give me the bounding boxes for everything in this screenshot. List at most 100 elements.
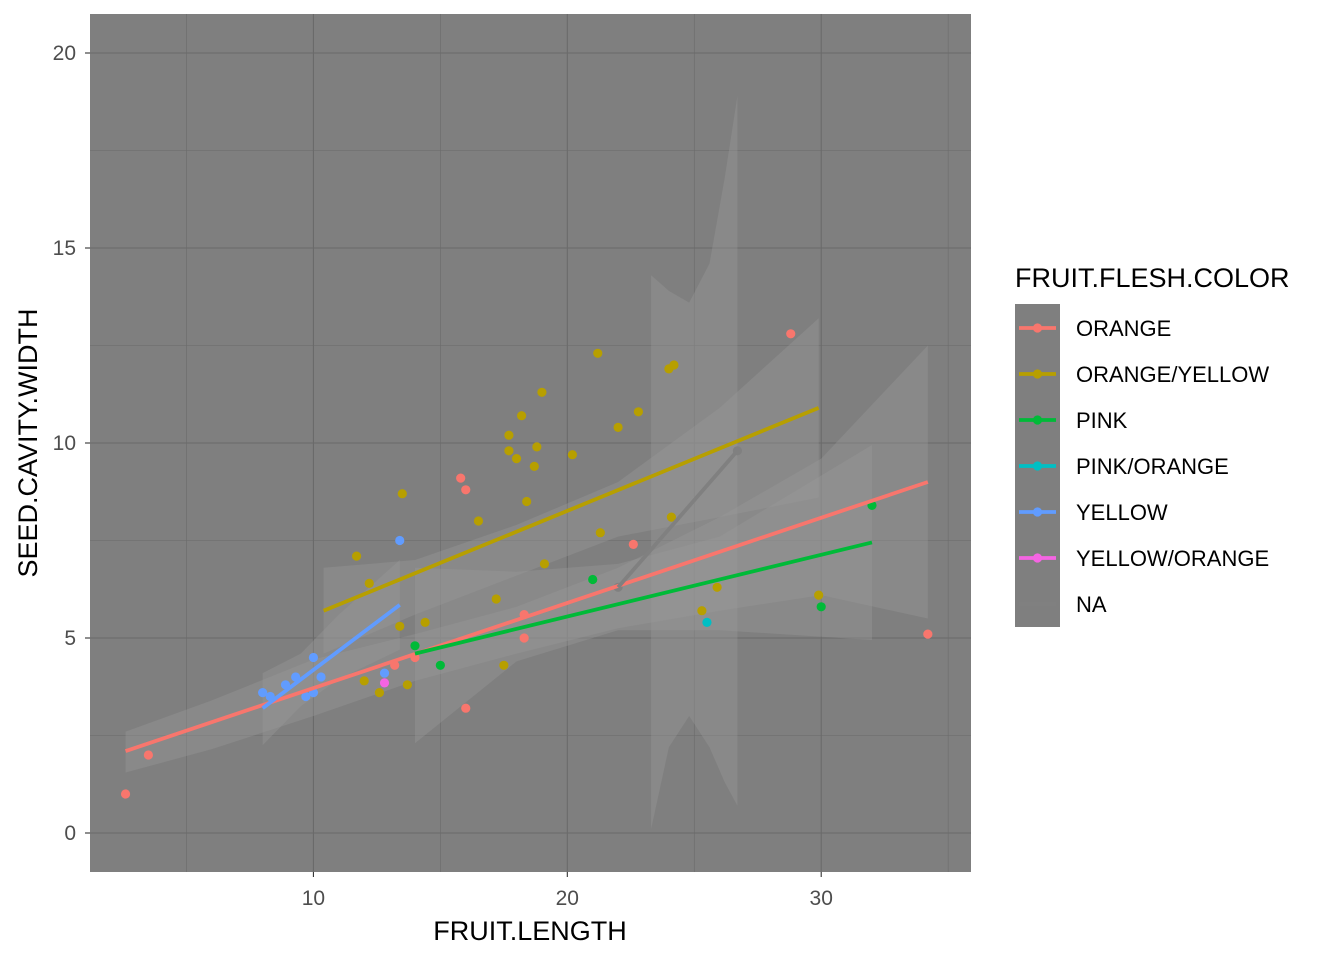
x-axis: 10 20 30 xyxy=(302,872,833,910)
legend-item-label: NA xyxy=(1076,592,1107,617)
legend-item: ORANGE/YELLOW xyxy=(1019,362,1269,387)
legend-key-point xyxy=(1032,415,1043,425)
point-orange xyxy=(461,703,471,713)
point-orange-yellow xyxy=(420,617,430,628)
confidence-band-pink xyxy=(414,444,872,744)
confidence-band-orange-yellow xyxy=(323,318,819,654)
point-orange xyxy=(120,789,131,799)
point-yellow xyxy=(395,535,405,546)
legend-item: NA xyxy=(1019,592,1107,617)
point-orange-yellow xyxy=(613,422,623,432)
point-orange xyxy=(923,629,933,639)
legend-item: ORANGE xyxy=(1019,316,1171,341)
confidence-band-na xyxy=(651,95,738,830)
point-orange-yellow xyxy=(595,528,605,538)
legend-key-point xyxy=(1032,369,1043,379)
point-orange-yellow xyxy=(359,676,369,686)
legend-key-point xyxy=(1032,507,1043,517)
confidence-band-yellow xyxy=(262,560,400,746)
point-orange xyxy=(519,633,529,643)
point-orange-yellow xyxy=(567,450,577,460)
point-orange-yellow xyxy=(593,348,603,358)
point-orange-yellow xyxy=(504,430,514,440)
y-tick-label: 0 xyxy=(64,822,76,845)
legend-item-label: PINK xyxy=(1076,408,1128,433)
point-yellow xyxy=(308,652,319,663)
trend-lines xyxy=(124,406,929,753)
legend: FRUIT.FLESH.COLOR ORANGE ORANGE/YELLOW PIN… xyxy=(1015,263,1290,627)
point-pink xyxy=(588,574,598,585)
point-pink xyxy=(435,660,445,670)
legend-item: YELLOW xyxy=(1019,500,1168,525)
legend-item: YELLOW/ORANGE xyxy=(1019,546,1269,571)
legend-key-point xyxy=(1032,461,1043,471)
legend-title: FRUIT.FLESH.COLOR xyxy=(1015,263,1290,293)
point-pink xyxy=(816,602,826,612)
x-axis-title: FRUIT.LENGTH xyxy=(433,916,627,946)
point-orange-yellow xyxy=(473,516,484,526)
point-orange-yellow xyxy=(532,442,542,452)
point-yellow xyxy=(316,672,326,682)
point-yellow xyxy=(301,691,311,702)
point-orange-yellow xyxy=(395,621,405,631)
point-yellow xyxy=(258,688,268,698)
point-yellow-orange xyxy=(379,678,390,688)
trend-line-yellow xyxy=(261,603,401,710)
x-tick-label: 10 xyxy=(302,887,325,910)
point-yellow xyxy=(379,668,390,678)
point-orange-yellow xyxy=(351,551,362,561)
point-orange-yellow xyxy=(517,411,527,421)
trend-line-orange xyxy=(124,480,929,753)
point-orange xyxy=(461,485,471,495)
point-orange-yellow xyxy=(529,461,539,471)
point-orange-yellow xyxy=(539,559,550,569)
point-orange-yellow xyxy=(522,496,532,507)
point-orange-yellow xyxy=(504,446,514,456)
y-axis-title: SEED.CAVITY.WIDTH xyxy=(13,308,43,577)
y-axis: 0 5 10 15 20 xyxy=(53,42,90,845)
legend-item-label: YELLOW xyxy=(1076,500,1168,525)
point-orange-yellow xyxy=(669,360,679,370)
y-tick-label: 15 xyxy=(53,237,76,260)
point-orange-yellow xyxy=(697,606,707,616)
point-pink-orange xyxy=(702,617,712,628)
legend-key-point xyxy=(1032,553,1043,563)
trend-line-pink xyxy=(414,540,873,656)
point-orange-yellow xyxy=(374,688,385,698)
point-orange-yellow xyxy=(402,680,412,690)
grid-major xyxy=(90,14,971,872)
point-orange-yellow xyxy=(499,660,509,670)
point-orange xyxy=(786,329,796,339)
x-tick-label: 30 xyxy=(810,887,833,910)
y-tick-label: 10 xyxy=(53,432,76,455)
confidence-band-orange xyxy=(125,345,928,773)
point-orange xyxy=(628,539,638,550)
legend-item: PINK/ORANGE xyxy=(1019,454,1229,479)
point-orange-yellow xyxy=(364,578,374,589)
legend-item-label: YELLOW/ORANGE xyxy=(1076,546,1269,571)
point-orange-yellow xyxy=(537,387,547,397)
x-tick-label: 20 xyxy=(556,887,579,910)
point-orange xyxy=(456,473,466,483)
point-orange-yellow xyxy=(491,594,501,604)
point-pink xyxy=(410,641,420,651)
confidence-bands xyxy=(125,95,928,830)
point-orange xyxy=(143,750,153,760)
legend-items: ORANGE ORANGE/YELLOW PINK PINK/ORANGE YELLOW… xyxy=(1019,316,1269,617)
legend-item-label: PINK/ORANGE xyxy=(1076,454,1229,479)
trend-line-orange-yellow xyxy=(322,406,820,613)
point-orange-yellow xyxy=(397,489,407,499)
trend-line-na xyxy=(616,449,739,589)
y-tick-label: 20 xyxy=(53,42,76,65)
y-tick-label: 5 xyxy=(64,627,76,650)
legend-item-label: ORANGE xyxy=(1076,316,1171,341)
legend-item-label: ORANGE/YELLOW xyxy=(1076,362,1269,387)
point-orange-yellow xyxy=(666,512,677,522)
point-orange-yellow xyxy=(712,582,722,592)
point-orange-yellow xyxy=(814,590,824,600)
point-orange-yellow xyxy=(511,454,522,464)
point-orange-yellow xyxy=(633,407,644,417)
legend-key-point xyxy=(1032,323,1043,333)
